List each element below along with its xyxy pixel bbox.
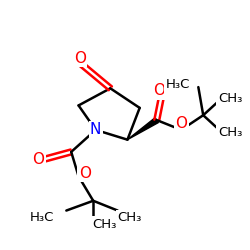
Text: CH₃: CH₃ [218, 92, 242, 104]
Text: O: O [153, 83, 165, 98]
Text: CH₃: CH₃ [218, 126, 242, 139]
Text: N: N [90, 122, 101, 138]
Text: O: O [79, 166, 91, 181]
Text: CH₃: CH₃ [118, 212, 142, 224]
Text: O: O [74, 51, 86, 66]
Text: O: O [175, 116, 187, 131]
Text: H₃C: H₃C [30, 212, 54, 224]
Text: CH₃: CH₃ [92, 218, 116, 230]
Polygon shape [128, 118, 158, 140]
Text: O: O [32, 152, 44, 167]
Text: H₃C: H₃C [166, 78, 190, 91]
